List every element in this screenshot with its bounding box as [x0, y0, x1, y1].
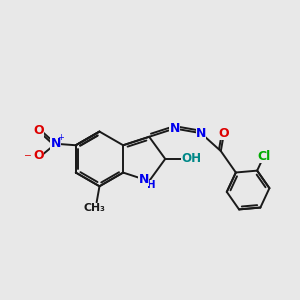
Text: O: O: [33, 124, 44, 137]
Text: N: N: [196, 127, 206, 140]
Text: H: H: [147, 180, 156, 190]
Text: −: −: [24, 150, 32, 159]
Text: +: +: [58, 133, 64, 142]
Text: O: O: [33, 149, 44, 162]
Text: Cl: Cl: [257, 150, 270, 163]
Text: O: O: [219, 127, 229, 140]
Text: OH: OH: [181, 152, 201, 165]
Text: CH₃: CH₃: [83, 203, 105, 213]
Text: N: N: [139, 173, 149, 186]
Text: N: N: [169, 122, 180, 135]
Text: N: N: [50, 137, 61, 150]
